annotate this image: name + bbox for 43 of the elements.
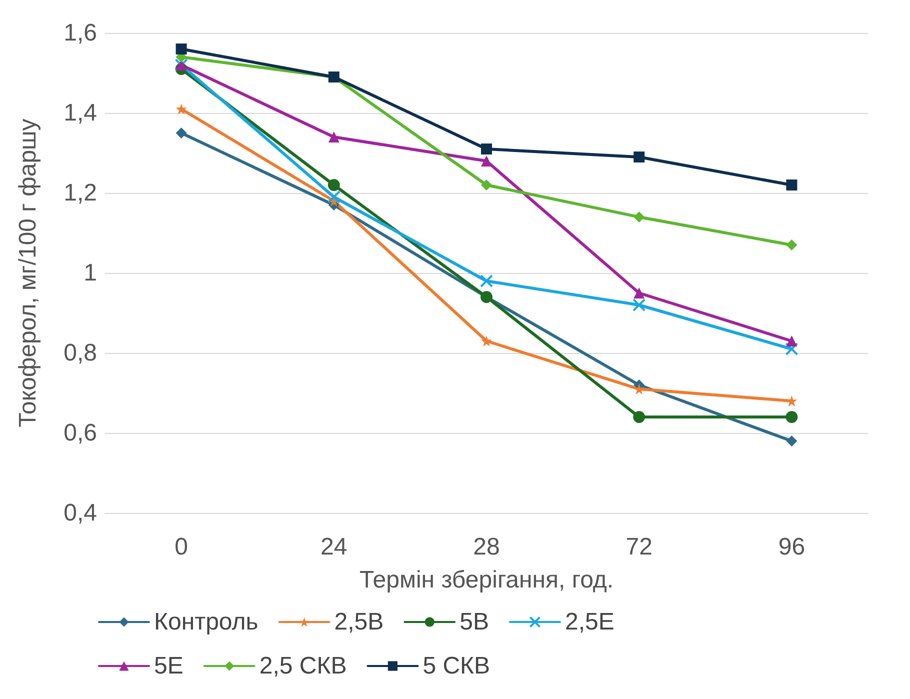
x-tick-label: 0: [174, 534, 188, 560]
point: [786, 336, 798, 346]
y-tick-label: 0,6: [64, 420, 97, 446]
point: [328, 179, 340, 191]
x-tick-label: 28: [473, 534, 500, 560]
point: [481, 180, 492, 190]
y-tick-label: 0,4: [64, 500, 97, 526]
x-tick-label: 24: [320, 534, 348, 560]
point: [633, 411, 646, 423]
point: [328, 132, 340, 142]
point: [634, 288, 645, 298]
legend-label: Контроль: [154, 608, 258, 636]
legend-label: 5 СКВ: [422, 652, 490, 680]
point: [786, 180, 798, 190]
y-tick-label: 1,6: [64, 20, 97, 46]
point: [481, 144, 492, 154]
point: [634, 212, 645, 222]
legend-label: 5Е: [154, 652, 184, 680]
x-axis-title: Термін зберігання, год.: [359, 566, 614, 594]
point: [176, 104, 187, 114]
y-tick-label: 1: [84, 260, 97, 286]
point: [480, 274, 493, 288]
point: [632, 298, 646, 312]
point: [786, 411, 798, 423]
point: [176, 44, 187, 54]
y-tick-label: 1,2: [64, 180, 97, 206]
legend-label: 2,5В: [334, 608, 384, 636]
point: [786, 240, 798, 250]
point: [176, 128, 187, 138]
point: [327, 190, 340, 204]
x-tick-label: 72: [626, 534, 652, 560]
point: [481, 336, 492, 346]
legend-label: 2,5 СКВ: [259, 652, 347, 680]
x-tick-label: 96: [778, 534, 806, 560]
point: [481, 156, 492, 166]
point: [786, 436, 798, 446]
point: [634, 152, 645, 162]
y-tick-label: 0,8: [64, 340, 97, 366]
legend-label: 5В: [460, 608, 489, 636]
legend-label: 2,5Е: [564, 608, 614, 636]
y-tick-label: 1,4: [64, 100, 97, 126]
point: [785, 342, 798, 356]
y-axis-title: Токоферол, мг/100 г фаршу: [14, 118, 42, 428]
